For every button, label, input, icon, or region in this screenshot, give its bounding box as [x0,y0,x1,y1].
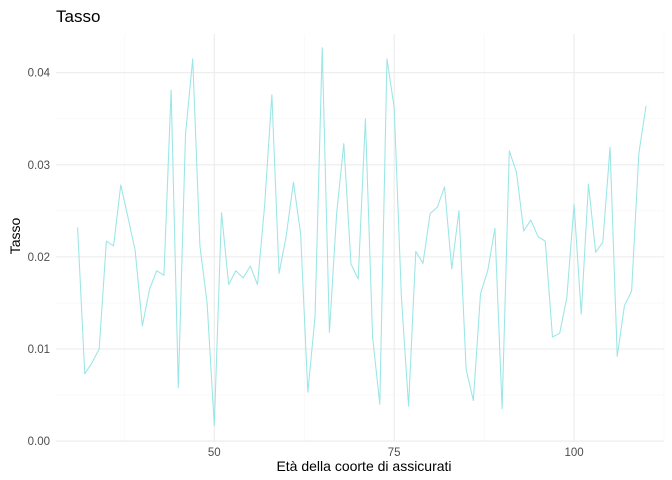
y-tick-label: 0.02 [28,252,50,264]
x-axis-ticks: 50 75 100 [208,447,584,459]
y-axis-ticks: 0.00 0.01 0.02 0.03 0.04 [28,68,51,448]
y-axis-label: Tasso [7,218,23,255]
x-axis-label: Età della coorte di assicurati [276,458,451,474]
x-tick-label: 75 [388,447,401,459]
series-line [77,47,647,426]
chart-title: Tasso [56,7,100,26]
y-tick-label: 0.00 [28,436,50,448]
y-tick-label: 0.01 [28,344,50,356]
x-tick-label: 50 [208,447,221,459]
grid [56,34,665,442]
series-layer [77,47,647,426]
x-tick-label: 100 [564,447,583,459]
y-tick-label: 0.03 [28,160,50,172]
y-tick-label: 0.04 [28,68,51,80]
